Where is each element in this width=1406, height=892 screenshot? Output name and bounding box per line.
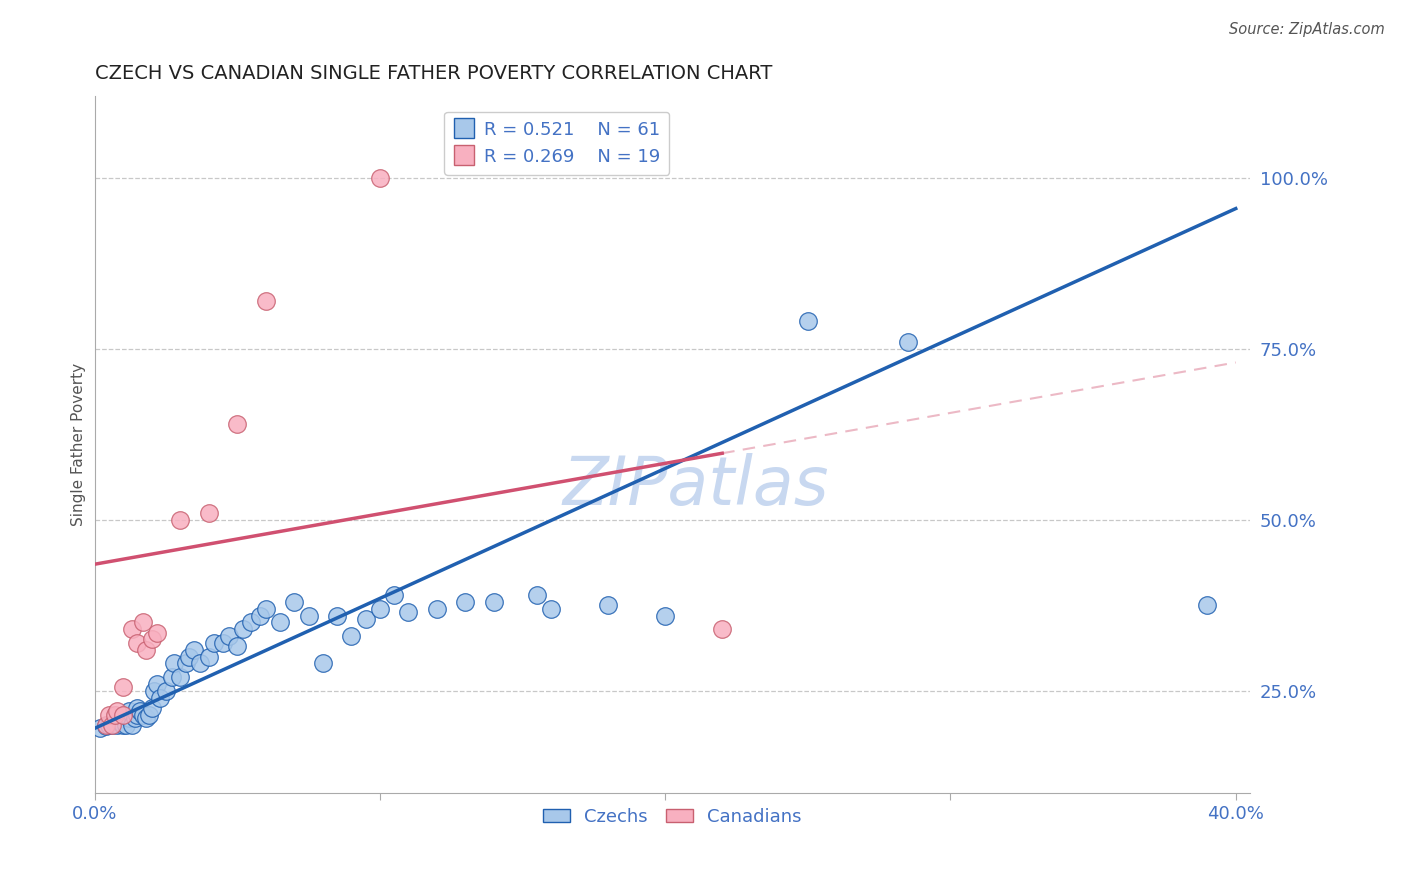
Point [426,601,449,615]
Point [269,615,291,630]
Point [1197,599,1219,613]
Point [212,636,235,650]
Point [94,718,117,732]
Point [326,608,349,623]
Point [254,293,277,308]
Point [100,718,122,732]
Point [160,670,183,684]
Point [240,615,263,630]
Point [149,690,172,705]
Point [121,718,143,732]
Point [141,701,163,715]
Point [174,657,197,671]
Legend: Czechs, Canadians: Czechs, Canadians [536,801,808,833]
Point [155,683,177,698]
Point [368,170,391,185]
Point [283,595,305,609]
Point [127,636,149,650]
Point [226,640,249,654]
Point [132,615,155,630]
Point [127,707,149,722]
Point [218,629,240,643]
Point [197,649,219,664]
Point [112,707,135,722]
Text: CZECH VS CANADIAN SINGLE FATHER POVERTY CORRELATION CHART: CZECH VS CANADIAN SINGLE FATHER POVERTY … [94,64,772,83]
Point [169,513,191,527]
Point [340,629,363,643]
Text: Source: ZipAtlas.com: Source: ZipAtlas.com [1229,22,1385,37]
Point [169,670,191,684]
Point [124,711,146,725]
Point [112,681,135,695]
Point [654,608,676,623]
Point [146,625,169,640]
Point [89,722,111,736]
Point [482,595,505,609]
Point [112,718,135,732]
Point [141,632,163,647]
Point [118,711,141,725]
Point [354,612,377,626]
Point [454,595,477,609]
Point [249,608,271,623]
Point [396,605,419,619]
Point [368,601,391,615]
Point [103,707,125,722]
Point [188,657,211,671]
Point [127,701,149,715]
Point [118,704,141,718]
Point [897,334,920,349]
Point [115,718,138,732]
Point [254,601,277,615]
Point [112,707,135,722]
Point [138,707,160,722]
Point [540,601,562,615]
Point [97,707,120,722]
Point [105,704,128,718]
Point [297,608,319,623]
Point [103,717,125,731]
Point [226,417,249,431]
Y-axis label: Single Father Poverty: Single Father Poverty [72,363,86,526]
Point [143,683,166,698]
Point [121,622,143,636]
Point [135,642,157,657]
Point [711,622,734,636]
Point [132,707,155,722]
Point [526,588,548,602]
Point [797,314,820,328]
Point [598,599,620,613]
Point [97,718,120,732]
Point [183,642,205,657]
Point [135,711,157,725]
Point [177,649,200,664]
Point [232,622,254,636]
Point [382,588,405,602]
Point [100,718,122,732]
Point [163,657,186,671]
Point [110,714,132,729]
Point [202,636,225,650]
Point [197,506,219,520]
Point [146,677,169,691]
Point [94,719,117,733]
Point [129,704,152,718]
Point [312,657,335,671]
Text: ZIPatlas: ZIPatlas [562,453,828,519]
Point [105,718,128,732]
